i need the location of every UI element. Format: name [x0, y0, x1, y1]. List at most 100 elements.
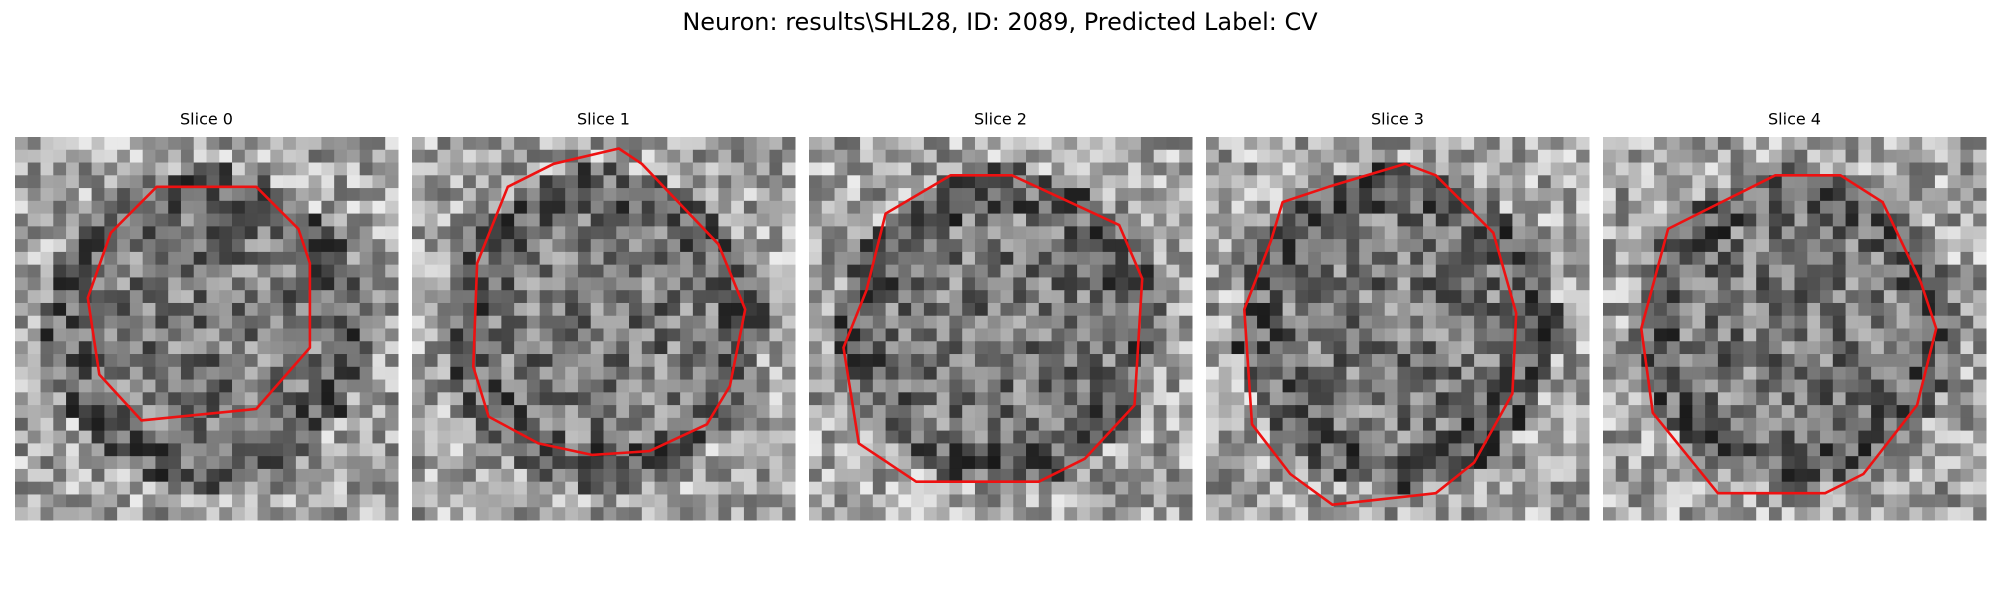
pixel [193, 392, 207, 406]
pixel [1218, 328, 1233, 342]
pixel [1448, 379, 1462, 393]
pixel [78, 188, 93, 202]
pixel [1218, 443, 1233, 457]
pixel [1512, 494, 1526, 508]
pixel [437, 456, 451, 470]
pixel [232, 277, 246, 291]
pixel [27, 507, 42, 521]
pixel [1641, 430, 1655, 444]
pixel [743, 251, 758, 266]
pixel [1051, 239, 1065, 253]
pixel [756, 277, 770, 291]
pixel [232, 456, 246, 470]
pixel [1641, 494, 1655, 508]
pixel [809, 456, 823, 470]
pixel [1038, 290, 1053, 304]
pixel [539, 290, 553, 304]
pixel [1666, 200, 1681, 215]
pixel [1743, 443, 1757, 457]
pixel [1705, 213, 1719, 227]
pixel [974, 239, 989, 253]
pixel [1960, 494, 1974, 508]
pixel [514, 277, 528, 291]
pixel [219, 366, 233, 381]
pixel [1768, 137, 1783, 151]
pixel [1128, 239, 1142, 253]
pixel [1960, 137, 1974, 151]
pixel [1166, 443, 1180, 457]
pixel [1461, 354, 1475, 368]
pixel [1615, 239, 1630, 253]
pixel [283, 481, 297, 495]
pixel [577, 507, 592, 521]
pixel [1550, 315, 1564, 329]
pixel [424, 239, 439, 253]
pixel [1435, 443, 1450, 457]
pixel [1807, 456, 1821, 470]
pixel [412, 341, 426, 355]
pixel [1499, 302, 1513, 317]
pixel [1768, 417, 1783, 432]
pixel [769, 137, 783, 151]
pixel [641, 379, 656, 393]
pixel [1973, 188, 1987, 202]
pixel [27, 379, 42, 393]
pixel [78, 239, 93, 253]
pixel [1576, 302, 1590, 317]
pixel [1499, 188, 1513, 202]
pixel [1038, 379, 1053, 393]
pixel [15, 379, 29, 393]
pixel [1603, 417, 1617, 432]
pixel [346, 188, 361, 202]
pixel [1371, 277, 1386, 291]
pixel [91, 188, 105, 202]
pixel [1537, 302, 1552, 317]
pixel [1333, 379, 1347, 393]
pixel [1346, 137, 1360, 151]
pixel [1102, 226, 1116, 240]
pixel [1845, 456, 1859, 470]
pixel [1231, 137, 1245, 151]
pixel [1206, 379, 1220, 393]
pixel [359, 226, 373, 240]
pixel [1883, 328, 1898, 342]
pixel [987, 315, 1001, 329]
pixel [295, 468, 310, 483]
pixel [91, 456, 105, 470]
pixel [1423, 239, 1437, 253]
pixel [769, 481, 783, 495]
pixel [1883, 290, 1898, 304]
pixel [257, 175, 271, 189]
pixel [692, 137, 707, 151]
pixel [962, 137, 976, 151]
pixel [1512, 137, 1526, 151]
pixel [257, 137, 271, 151]
pixel [359, 379, 373, 393]
pixel [1359, 239, 1373, 253]
pixel [501, 379, 515, 393]
pixel [437, 366, 451, 381]
pixel [1628, 494, 1642, 508]
pixel [1973, 277, 1987, 291]
pixel [1140, 366, 1155, 381]
pixel [501, 315, 515, 329]
pixel [974, 226, 989, 240]
pixel [1794, 507, 1808, 521]
pixel [1768, 315, 1783, 329]
pixel [1077, 354, 1091, 368]
pixel [334, 392, 348, 406]
pixel [206, 251, 220, 266]
pixel [526, 188, 541, 202]
pixel [565, 315, 579, 329]
pixel [1064, 251, 1078, 266]
pixel [1423, 417, 1437, 432]
pixel [962, 315, 976, 329]
pixel [590, 239, 604, 253]
pixel [1756, 149, 1770, 164]
pixel [1206, 366, 1220, 381]
pixel [821, 341, 836, 355]
pixel [1206, 175, 1220, 189]
pixel [244, 392, 259, 406]
pixel [206, 507, 220, 521]
pixel [1269, 264, 1284, 278]
